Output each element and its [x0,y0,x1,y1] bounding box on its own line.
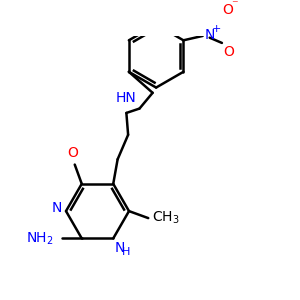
Text: CH$_3$: CH$_3$ [152,210,179,226]
Text: H: H [122,247,130,257]
Text: O: O [224,45,235,59]
Text: NH$_2$: NH$_2$ [26,230,54,247]
Text: ⁻: ⁻ [231,0,237,11]
Text: HN: HN [116,91,137,105]
Text: O: O [222,3,233,17]
Text: N: N [51,202,62,215]
Text: N: N [204,28,215,42]
Text: N: N [115,241,125,255]
Text: O: O [68,146,78,160]
Text: +: + [212,24,221,34]
